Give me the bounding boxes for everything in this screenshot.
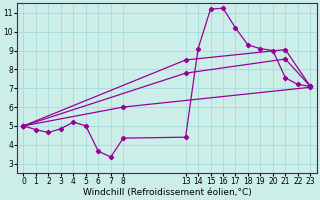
X-axis label: Windchill (Refroidissement éolien,°C): Windchill (Refroidissement éolien,°C) bbox=[83, 188, 251, 197]
